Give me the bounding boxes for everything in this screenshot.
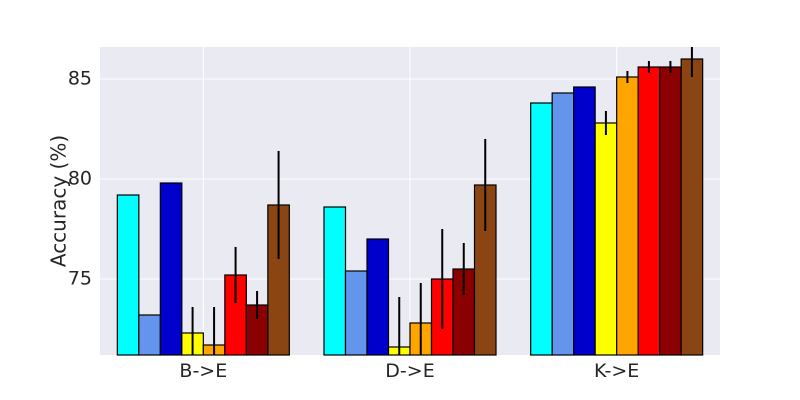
y-tick-label-1: 80 [68,168,92,190]
x-tick-label-2: K->E [594,360,639,382]
bar-series7-cat2 [680,58,704,356]
error-bars-group [191,47,693,355]
bar-series0-cat2 [530,102,553,356]
bar-series3-cat2 [594,122,618,356]
bar-series2-cat2 [573,86,596,356]
bars-group [116,58,704,356]
bar-series0-cat0 [116,194,140,356]
y-tick-labels: 75 80 85 [68,68,92,290]
bar-series0-cat1 [323,206,347,356]
x-tick-label-0: B->E [179,360,227,382]
x-tick-labels: B->E D->E K->E [179,360,639,382]
bar-series6-cat2 [659,66,682,356]
bar-series1-cat0 [138,314,161,356]
bar-series2-cat0 [159,182,183,356]
bar-series4-cat2 [616,76,639,356]
y-axis-label: Accuracy (%) [47,135,71,267]
bar-series1-cat2 [551,92,575,356]
bar-series5-cat2 [637,66,661,356]
x-tick-label-1: D->E [385,360,434,382]
bar-series1-cat1 [344,270,368,356]
bar-series2-cat1 [366,238,390,356]
y-tick-label-0: 75 [68,268,92,290]
y-tick-label-2: 85 [68,68,92,90]
